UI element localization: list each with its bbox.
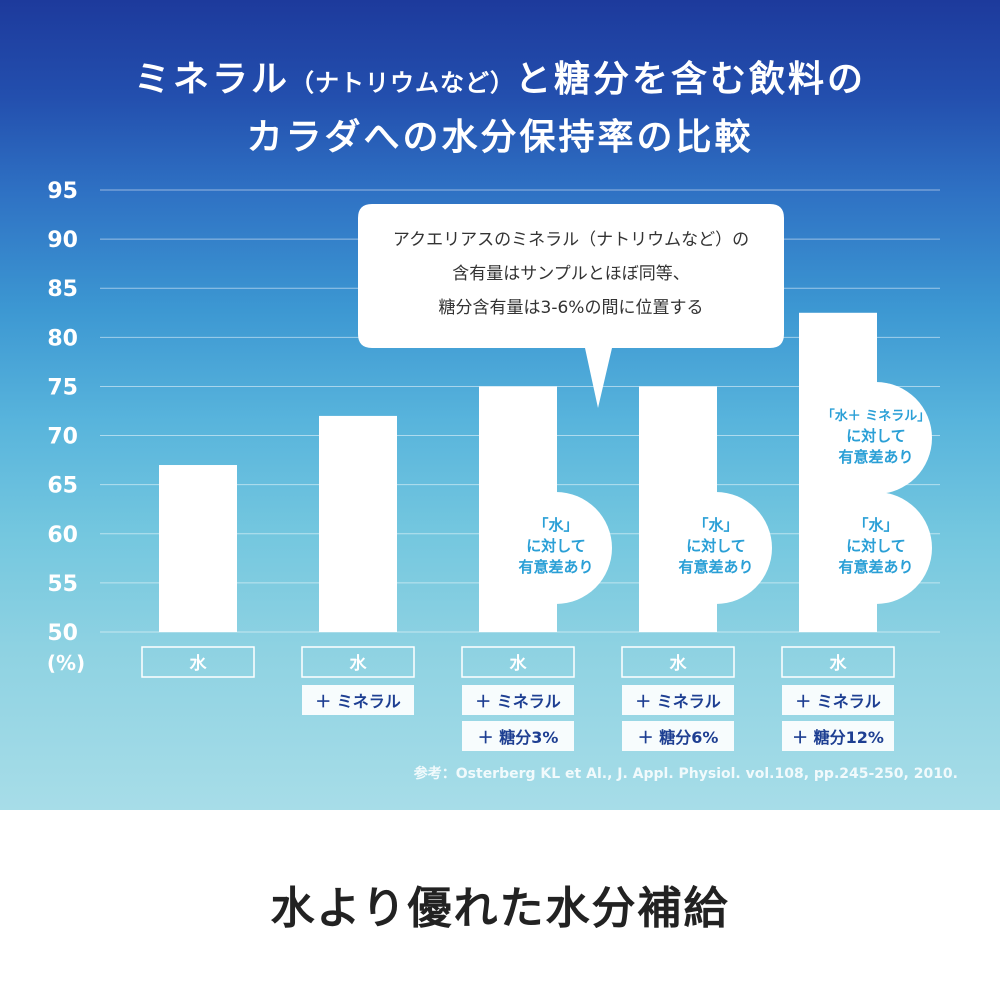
title-paren: （ナトリウムなど） (290, 69, 515, 97)
significance-text: 有意差あり (838, 448, 913, 466)
annotation-tail (814, 468, 850, 494)
chart-title-line2: カラダへの水分保持率の比較 (246, 117, 754, 158)
significance-text: に対して (526, 537, 586, 555)
y-tick-label: 70 (47, 425, 78, 450)
y-tick-label: 85 (47, 277, 78, 302)
y-tick-label: 65 (47, 474, 78, 499)
category-addon-label: ＋ 糖分12% (792, 728, 884, 747)
annotation-tail (494, 578, 530, 604)
category-addon-label: ＋ 糖分3% (478, 728, 559, 747)
category-base-box (141, 646, 255, 678)
significance-text: 「水＋ ミネラル」 (822, 408, 931, 424)
category-base-box (621, 646, 735, 678)
bar (319, 415, 397, 632)
reference-citation: 参考：Osterberg KL et Al., J. Appl. Physiol… (414, 765, 958, 782)
significance-bubble (660, 492, 772, 604)
category-addon-box (782, 685, 894, 715)
y-tick-label: 90 (47, 228, 78, 253)
significance-bubble (820, 382, 932, 494)
category-base-box (781, 646, 895, 678)
y-tick-label: 75 (47, 375, 78, 400)
category-addon-box (782, 721, 894, 751)
significance-text: 有意差あり (518, 558, 593, 576)
significance-bubble (820, 492, 932, 604)
significance-bubble (500, 492, 612, 604)
category-addon-box (302, 685, 414, 715)
significance-text: 有意差あり (678, 558, 753, 576)
category-addon-box (622, 721, 734, 751)
y-tick-label: 50 (47, 621, 78, 646)
category-addon-label: ＋ ミネラル (635, 692, 721, 711)
bar (159, 465, 237, 632)
significance-text: に対して (846, 537, 906, 555)
category-base-box (461, 646, 575, 678)
category-base-label: 水 (190, 653, 208, 674)
significance-text: 「水」 (533, 516, 578, 534)
callout-bubble: アクエリアスのミネラル（ナトリウムなど）の 含有量はサンプルとほぼ同等、 糖分含… (358, 204, 784, 408)
footer-tagline: 水より優れた水分補給 (270, 883, 730, 934)
chart-title-line1: ミネラル（ナトリウムなど）と糖分を含む飲料の (0, 50, 1000, 102)
category-base-label: 水 (350, 653, 368, 674)
category-base-box (301, 646, 415, 678)
y-tick-label: 60 (47, 523, 78, 548)
category-addon-label: ＋ ミネラル (315, 692, 401, 711)
significance-text: 「水」 (853, 516, 898, 534)
category-addon-box (462, 721, 574, 751)
category-base-label: 水 (670, 653, 688, 674)
bar-chart: 50556065707580859095(%) 水水＋ ミネラル水＋ ミネラル＋… (47, 179, 958, 782)
title-part1: ミネラル (133, 59, 290, 100)
significance-text: に対して (846, 427, 906, 445)
callout-line2: 含有量はサンプルとほぼ同等、 (452, 264, 690, 284)
category-addon-box (622, 685, 734, 715)
category-base-label: 水 (510, 653, 528, 674)
y-tick-label: 55 (47, 572, 78, 597)
title-part2: と糖分を含む飲料の (515, 59, 867, 100)
y-tick-label: 95 (47, 179, 78, 204)
significance-text: に対して (686, 537, 746, 555)
significance-text: 「水」 (693, 516, 738, 534)
callout-line3: 糖分含有量は3-6%の間に位置する (439, 298, 704, 318)
y-axis-unit: (%) (47, 651, 85, 675)
category-addon-box (462, 685, 574, 715)
annotation-tail (654, 578, 690, 604)
callout-line1: アクエリアスのミネラル（ナトリウムなど）の (393, 230, 749, 250)
annotation-tail (814, 578, 850, 604)
category-base-label: 水 (830, 653, 848, 674)
category-addon-label: ＋ ミネラル (475, 692, 561, 711)
y-tick-label: 80 (47, 326, 78, 351)
category-addon-label: ＋ ミネラル (795, 692, 881, 711)
significance-text: 有意差あり (838, 558, 913, 576)
category-addon-label: ＋ 糖分6% (638, 728, 719, 747)
